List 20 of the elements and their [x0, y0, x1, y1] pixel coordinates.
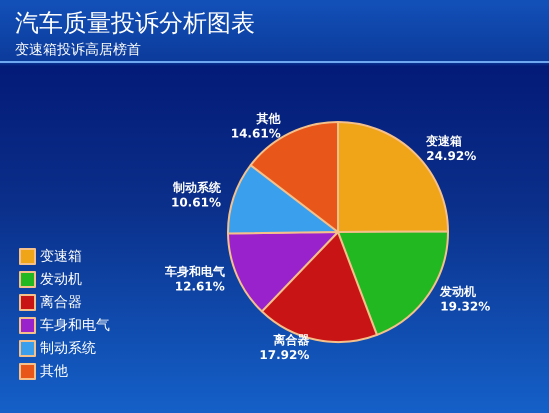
chart-subtitle: 变速箱投诉高居榜首: [15, 42, 141, 58]
slice-label: 车身和电气: [164, 264, 225, 279]
legend-label: 离合器: [40, 294, 82, 310]
slice-label: 变速箱: [425, 134, 462, 148]
slice-label: 制动系统: [172, 180, 222, 194]
legend-label: 发动机: [40, 272, 82, 288]
slice-label: 发动机: [439, 284, 476, 298]
data-label: 19.32%: [440, 299, 490, 314]
chart-title: 汽车质量投诉分析图表: [15, 9, 255, 37]
legend-label: 车身和电气: [40, 318, 110, 334]
legend-label: 其他: [40, 364, 68, 380]
data-label: 24.92%: [426, 148, 476, 163]
slice-label: 离合器: [272, 333, 310, 348]
legend-label: 制动系统: [40, 340, 96, 356]
data-label: 12.61%: [174, 280, 225, 294]
slice-label: 其他: [256, 112, 282, 126]
data-label: 17.92%: [259, 348, 310, 362]
data-label: 10.61%: [170, 195, 221, 210]
data-label: 14.61%: [230, 126, 281, 141]
legend-label: 变速箱: [40, 248, 82, 264]
